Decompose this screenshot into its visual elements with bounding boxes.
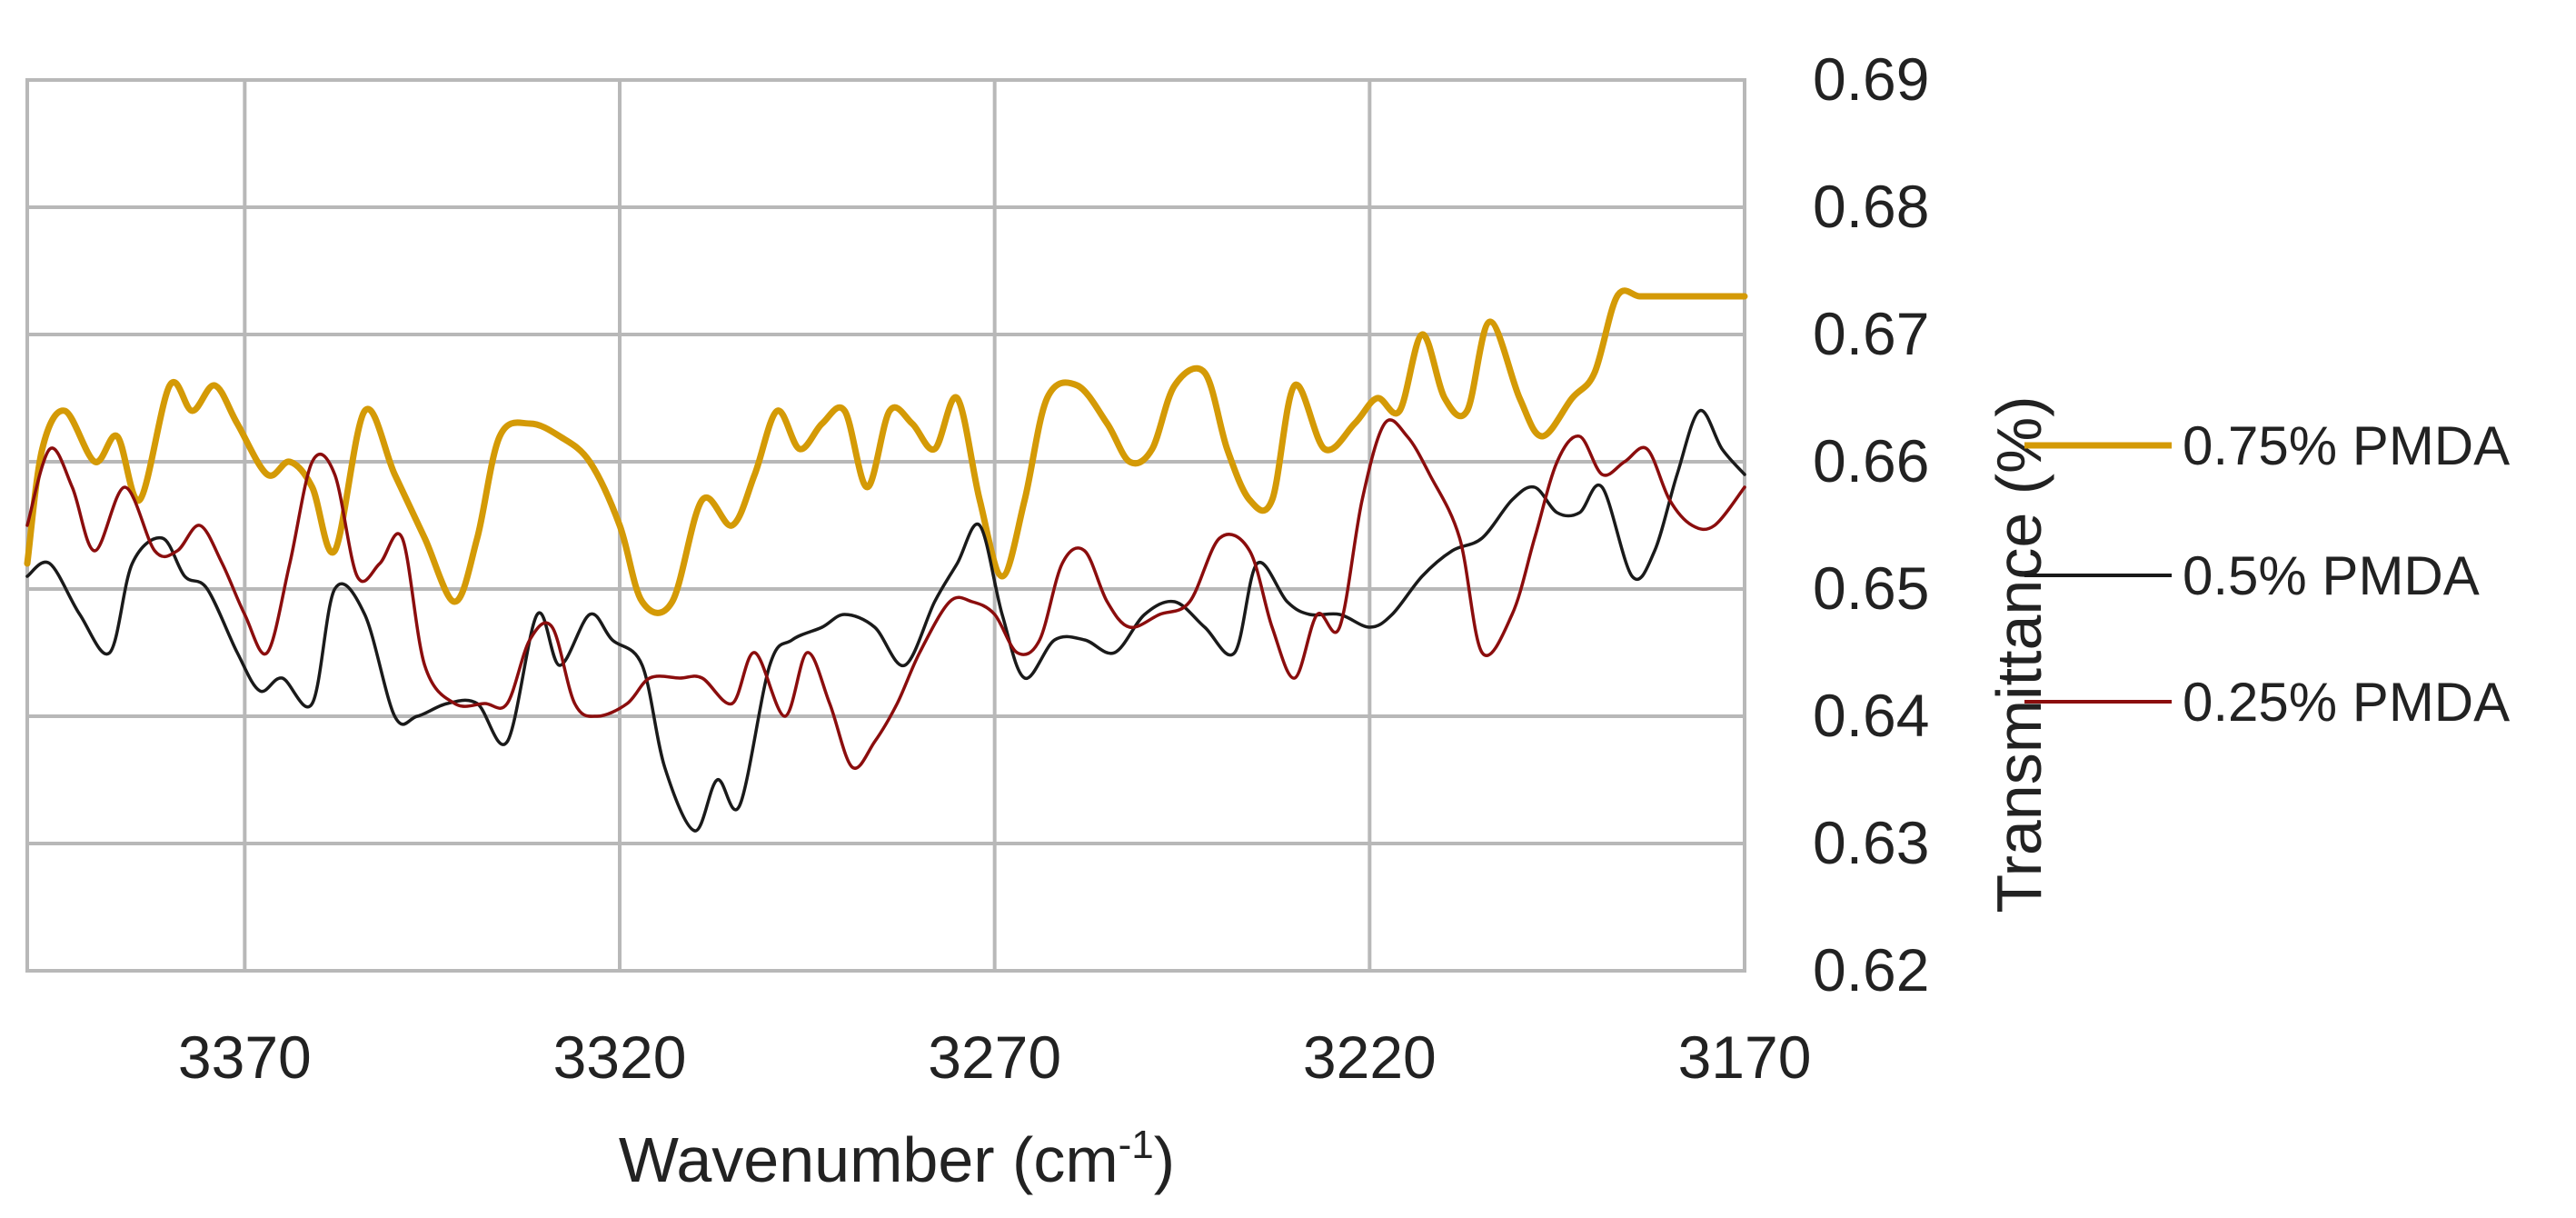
x-tick-label: 3220: [1303, 1023, 1437, 1091]
y-tick-labels: 0.62 0.63 0.64 0.65 0.66 0.67 0.68 0.69: [1813, 45, 1929, 1003]
x-tick-label: 3320: [553, 1023, 687, 1091]
x-axis-title-superscript: -1: [1119, 1123, 1154, 1167]
gridlines: [25, 78, 1746, 973]
x-tick-labels: 3370 3320 3270 3220 3170: [178, 1023, 1811, 1091]
y-axis-title: Transmittance (%): [1984, 395, 2054, 913]
x-axis-title: Wavenumber (cm-1): [619, 1123, 1175, 1195]
x-tick-label: 3370: [178, 1023, 312, 1091]
series-line-2: [25, 409, 1746, 833]
legend-label-3: 0.25% PMDA: [2183, 672, 2510, 733]
x-tick-label: 3270: [928, 1023, 1061, 1091]
y-tick-label: 0.68: [1813, 173, 1929, 240]
legend: 0.75% PMDA 0.5% PMDA 0.25% PMDA: [2024, 415, 2510, 733]
y-tick-label: 0.62: [1813, 936, 1929, 1003]
y-tick-label: 0.67: [1813, 300, 1929, 367]
series-line-1: [24, 287, 1748, 616]
legend-label-1: 0.75% PMDA: [2183, 415, 2510, 476]
x-axis-title-text: Wavenumber (cm: [619, 1124, 1119, 1195]
plot-frame: [25, 78, 1746, 973]
x-axis-title-close: ): [1154, 1124, 1175, 1195]
series-lines: [24, 287, 1748, 833]
x-tick-label: 3170: [1678, 1023, 1812, 1091]
y-tick-label: 0.69: [1813, 45, 1929, 113]
y-tick-label: 0.65: [1813, 554, 1929, 622]
y-tick-label: 0.64: [1813, 682, 1929, 749]
legend-label-2: 0.5% PMDA: [2183, 545, 2480, 606]
y-tick-label: 0.66: [1813, 427, 1929, 494]
y-tick-label: 0.63: [1813, 809, 1929, 876]
series-line-3: [25, 418, 1746, 771]
